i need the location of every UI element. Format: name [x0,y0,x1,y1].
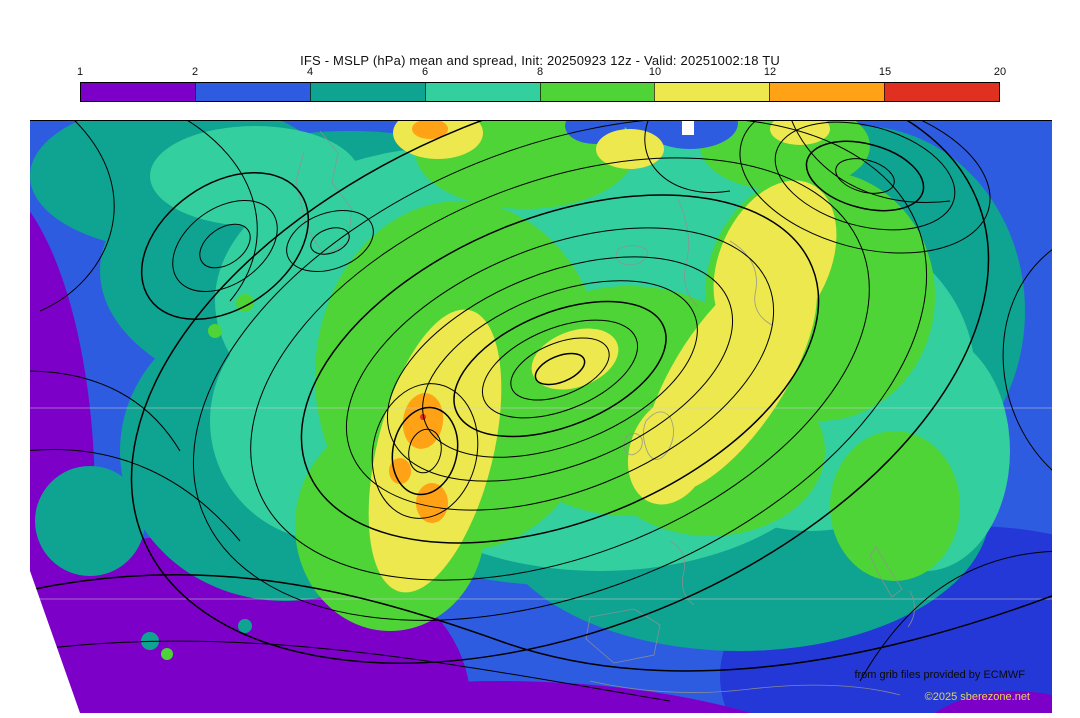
colorbar-segment-8-10 [539,83,655,101]
colorbar-tick-4: 4 [306,66,314,78]
attribution-copyright: ©2025 sberezone.net [924,691,1030,703]
colorbar-tick-12: 12 [763,66,777,78]
colorbar-tick-15: 15 [878,66,892,78]
colorbar-segment-10-12 [654,83,770,101]
colorbar-segment-6-8 [424,83,540,101]
colorbar-segments [80,82,1000,102]
colorbar-tick-1: 1 [76,66,84,78]
colorbar-segment-2-4 [194,83,310,101]
colorbar-tick-2: 2 [191,66,199,78]
map-panel: from grib files provided by ECMWF ©2025 … [30,120,1052,713]
colorbar: 1 2 4 6 8 10 12 15 20 [76,66,1006,102]
colorbar-segment-15-20 [884,83,999,101]
map-mask-shapes [30,121,694,713]
colorbar-ticks: 1 2 4 6 8 10 12 15 20 [76,66,1006,82]
colorbar-tick-8: 8 [536,66,544,78]
colorbar-segment-4-6 [309,83,425,101]
graticule-lines [30,407,1052,600]
colorbar-segment-12-15 [769,83,885,101]
contour-lines [30,121,1052,702]
colorbar-tick-10: 10 [648,66,662,78]
coastlines [295,130,915,696]
colorbar-segment-1-2 [81,83,195,101]
colorbar-tick-6: 6 [421,66,429,78]
attribution-source: from grib files provided by ECMWF [854,669,1025,681]
chart-title: IFS - MSLP (hPa) mean and spread, Init: … [300,53,780,68]
map-canvas [30,121,1052,713]
colorbar-tick-20: 20 [993,66,1007,78]
